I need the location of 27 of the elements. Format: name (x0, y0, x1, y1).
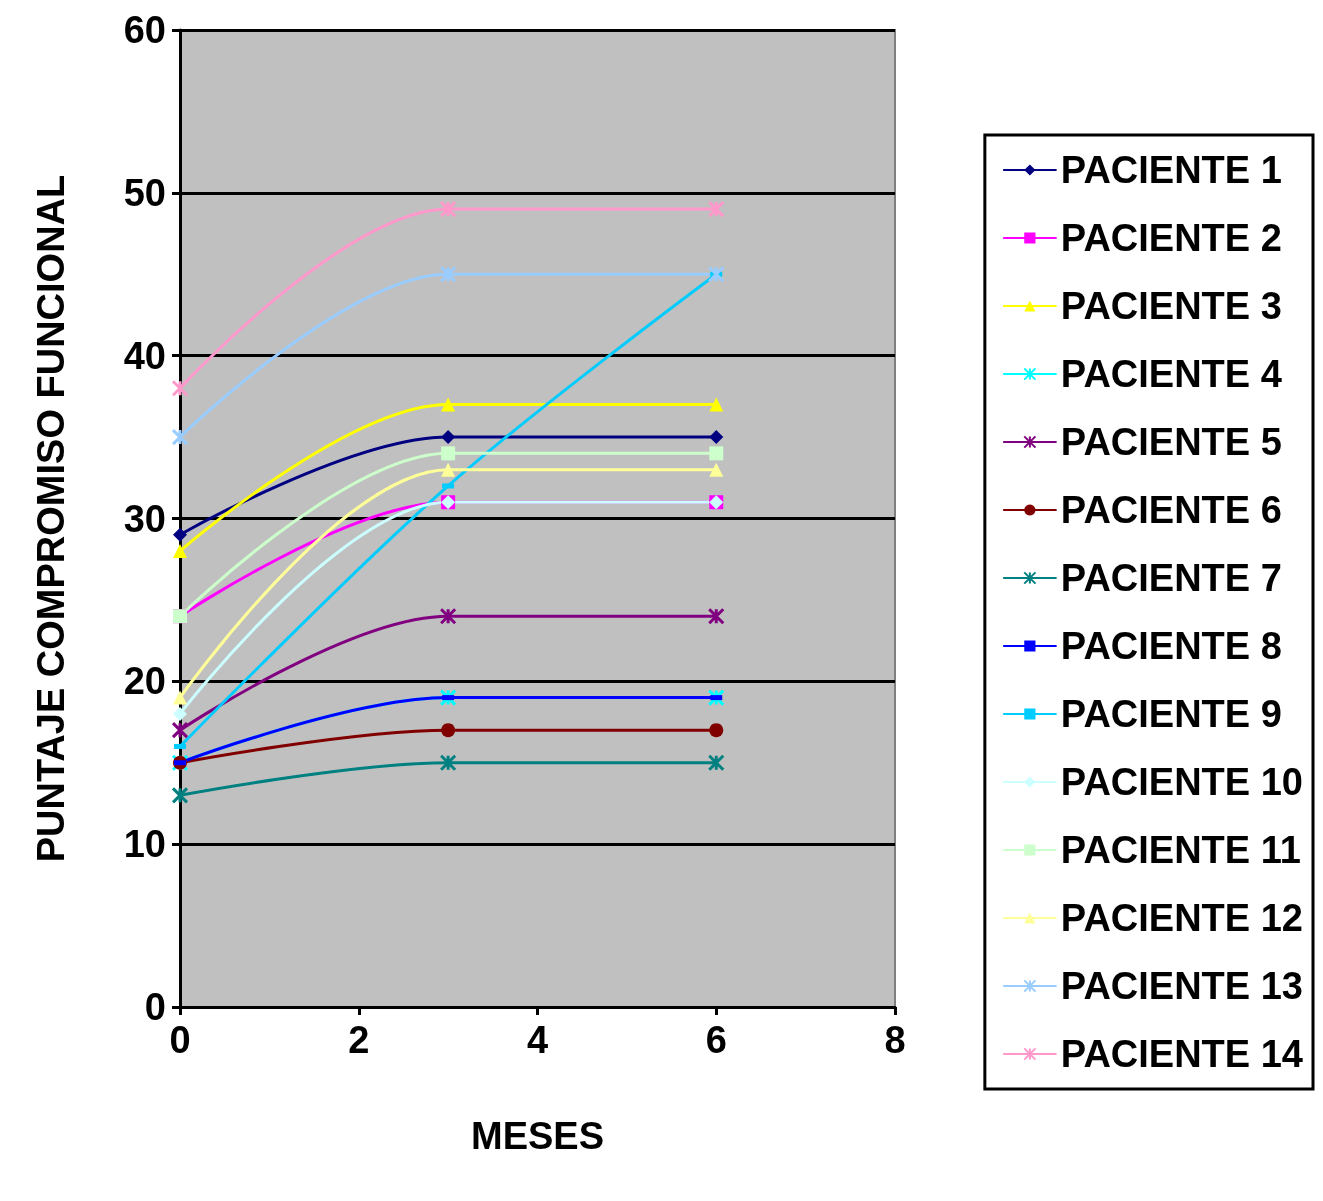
y-tick-label: 20 (123, 660, 166, 703)
y-tick-label: 10 (123, 823, 166, 866)
legend-label: PACIENTE 11 (1060, 829, 1301, 871)
y-tick-label: 30 (123, 497, 166, 540)
y-tick-label: 60 (123, 9, 166, 51)
x-tick-label: 8 (884, 1019, 906, 1061)
legend-label: PACIENTE 13 (1060, 965, 1303, 1007)
legend-label: PACIENTE 1 (1060, 149, 1282, 191)
legend-label: PACIENTE 7 (1060, 557, 1282, 599)
y-tick-label: 50 (123, 171, 166, 214)
legend-label: PACIENTE 5 (1060, 421, 1282, 463)
legend-label: PACIENTE 2 (1060, 217, 1282, 259)
y-axis-title: PUNTAJE COMPROMISO FUNCIONAL (30, 174, 72, 863)
legend-label: PACIENTE 14 (1060, 1033, 1303, 1075)
legend-label: PACIENTE 6 (1060, 489, 1282, 531)
legend-label: PACIENTE 12 (1060, 897, 1303, 939)
x-axis-title: MESES (470, 1115, 605, 1157)
y-tick-label: 0 (144, 986, 166, 1028)
legend-label: PACIENTE 4 (1060, 353, 1282, 395)
legend-label: PACIENTE 8 (1060, 625, 1282, 667)
x-tick-label: 4 (526, 1019, 549, 1061)
legend-label: PACIENTE 9 (1060, 693, 1282, 735)
legend-label: PACIENTE 3 (1060, 285, 1282, 327)
y-tick-label: 40 (123, 334, 166, 377)
x-tick-label: 6 (705, 1019, 727, 1061)
legend-label: PACIENTE 10 (1060, 761, 1303, 803)
x-tick-label: 2 (348, 1019, 370, 1061)
